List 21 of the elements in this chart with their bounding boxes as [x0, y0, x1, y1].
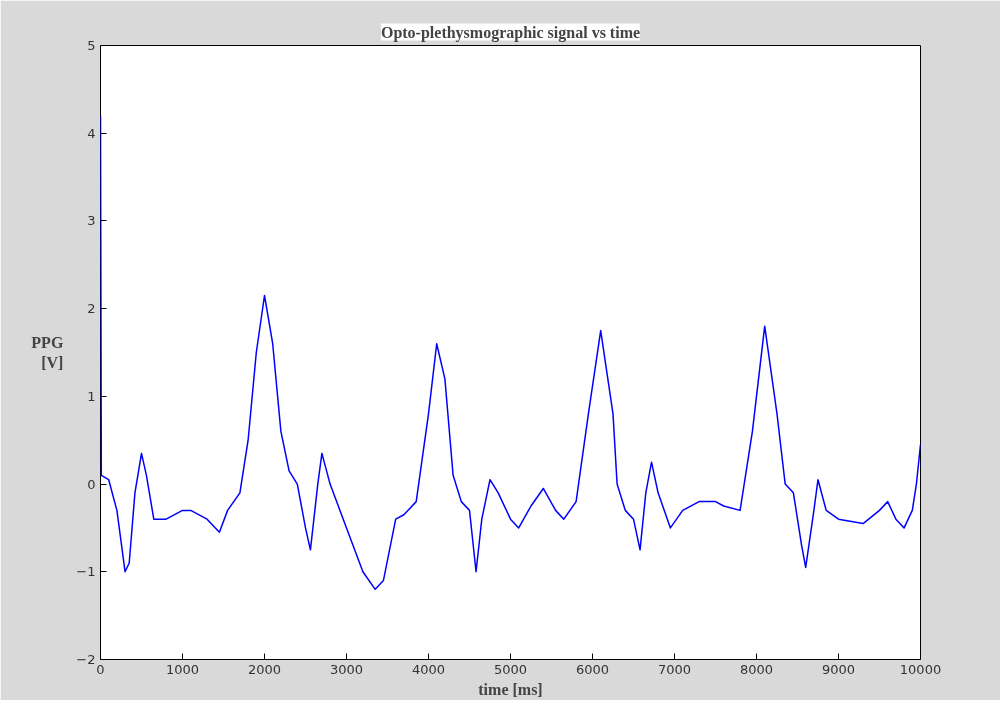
y-tick-label: 2 [87, 301, 96, 317]
y-tick-label: −1 [76, 564, 96, 580]
y-tick-label: 1 [87, 388, 96, 404]
y-axis-title: PPG [V] [31, 333, 64, 372]
x-tick-label: 10000 [899, 661, 942, 677]
y-tick-label: 0 [87, 476, 96, 492]
x-tick-label: 9000 [821, 661, 856, 677]
y-tick-label: −2 [76, 652, 96, 667]
x-tick-label: 3000 [329, 661, 364, 677]
x-tick-label: 8000 [739, 661, 774, 677]
y-tick-label: 5 [87, 38, 96, 53]
x-tick-label: 6000 [575, 661, 610, 677]
x-tick-label: 1000 [165, 661, 200, 677]
x-tick-label: 5000 [493, 661, 528, 677]
x-axis-title: time [ms] [478, 680, 543, 698]
y-tick-label: 4 [87, 125, 96, 141]
y-tick-label: 3 [87, 213, 96, 229]
x-tick-label: 7000 [657, 661, 692, 677]
chart-title: Opto-plethysmographic signal vs time [380, 23, 641, 42]
x-tick-label: 4000 [411, 661, 446, 677]
x-tick-label: 2000 [247, 661, 282, 677]
